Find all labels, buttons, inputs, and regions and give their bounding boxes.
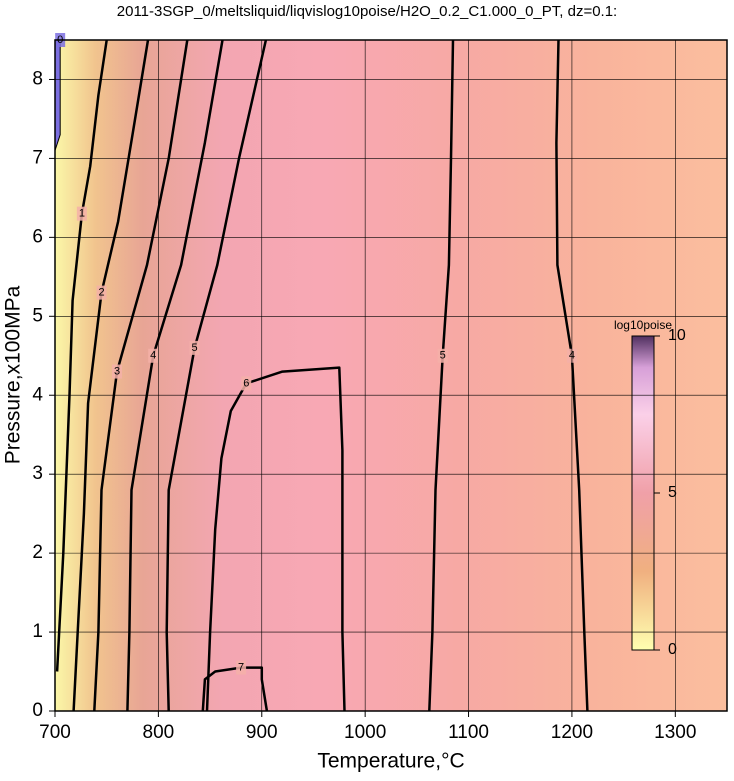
y-tick-label: 1 [32, 621, 43, 642]
y-tick-label: 3 [32, 463, 43, 484]
contour-label-bg [76, 206, 87, 221]
contour-label: 3 [114, 365, 120, 377]
x-tick-label: 900 [246, 722, 278, 743]
colorbar-tick-label: 0 [668, 641, 677, 658]
x-tick-label: 700 [39, 722, 71, 743]
y-tick-label: 4 [32, 384, 43, 405]
plot-frame [54, 39, 728, 712]
contour-label-bg [236, 660, 247, 675]
contour-label: 5 [192, 342, 198, 354]
y-tick-label: 8 [32, 68, 43, 89]
x-tick-label: 1200 [551, 722, 593, 743]
chart-title: 2011-3SGP_0/meltsliquid/liqvislog10poise… [117, 3, 617, 20]
colorbar-tick-label: 5 [668, 484, 677, 501]
contour-label-bg [437, 348, 448, 363]
contour-label: 2 [98, 287, 104, 299]
contour-line [72, 39, 150, 712]
contour-label: 5 [440, 350, 446, 362]
x-tick-label: 1100 [448, 722, 489, 743]
contour-label: 4 [150, 350, 156, 362]
y-tick-label: 2 [32, 542, 43, 563]
contour-label-bg [189, 340, 200, 355]
colorbar [631, 335, 655, 651]
x-tick-label: 1000 [344, 722, 386, 743]
contour-label: 1 [79, 208, 85, 220]
y-axis-label: Pressure,x100MPa [2, 285, 25, 464]
colorbar-label: log10poise [614, 318, 672, 332]
x-tick-label: 800 [143, 722, 175, 743]
contour-label-bg [112, 364, 123, 379]
plot-background [55, 40, 727, 711]
colorbar-tick-label: 10 [668, 327, 686, 344]
contour-label-bg [148, 348, 159, 363]
contour-label-bg [241, 376, 252, 391]
x-tick-label: 1300 [654, 722, 696, 743]
contour-label: 7 [238, 661, 244, 673]
contour-label-bg [96, 285, 107, 300]
y-tick-label: 7 [32, 147, 43, 168]
contour-label: 6 [243, 377, 249, 389]
y-tick-label: 6 [32, 226, 43, 247]
x-axis-label: Temperature,°C [317, 750, 464, 773]
contour-line [54, 39, 61, 151]
contour-line [55, 39, 108, 672]
y-tick-label: 5 [32, 305, 43, 326]
y-tick-label: 0 [32, 700, 43, 721]
